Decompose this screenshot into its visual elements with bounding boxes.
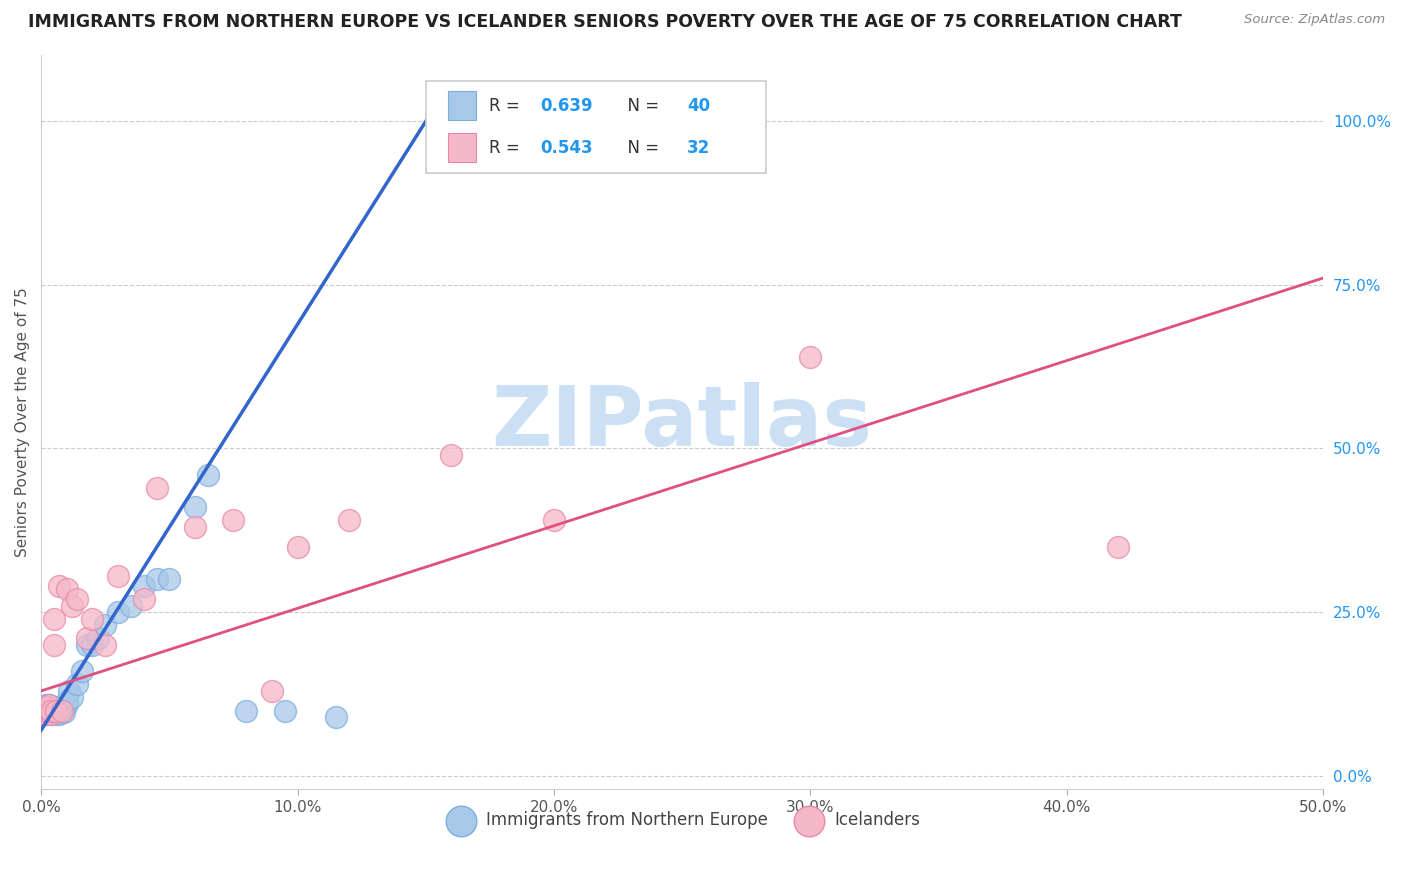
Point (51, 704, 73, 718)
Point (287, 540, 309, 554)
Point (38, 698, 60, 713)
Point (60, 599, 83, 613)
Point (440, 448, 463, 462)
Point (145, 573, 167, 587)
Point (32, 706, 55, 721)
Point (42, 612, 65, 626)
Point (35, 698, 58, 713)
Point (42, 638, 65, 652)
Point (45, 704, 67, 718)
Point (38, 698, 60, 713)
Point (120, 599, 142, 613)
Point (42, 700, 65, 714)
Text: 0.639: 0.639 (540, 96, 592, 114)
Text: R =: R = (489, 96, 524, 114)
Point (157, 573, 180, 587)
Point (35, 706, 58, 721)
Text: 40: 40 (688, 96, 710, 114)
Point (51, 704, 73, 718)
Point (66, 677, 89, 691)
Point (35, 700, 58, 714)
Point (48, 579, 70, 593)
Point (222, 514, 245, 528)
Point (32, 704, 55, 718)
Point (799, 350, 821, 364)
Point (1107, 540, 1129, 554)
Text: N =: N = (617, 96, 664, 114)
Point (145, 481, 167, 495)
Point (70, 665, 93, 679)
Point (58, 684, 80, 698)
Point (55, 697, 77, 711)
Point (132, 579, 155, 593)
Text: ZIPatlas: ZIPatlas (492, 382, 873, 463)
Point (197, 467, 219, 482)
Point (82, 612, 104, 626)
Point (337, 514, 360, 528)
Point (94, 638, 117, 652)
Point (66, 592, 89, 607)
Point (48, 706, 70, 721)
Point (38, 702, 60, 716)
Point (53, 705, 76, 719)
Point (260, 684, 283, 698)
Point (76, 632, 98, 646)
Point (274, 704, 297, 718)
Point (82, 638, 104, 652)
Point (32, 706, 55, 721)
FancyBboxPatch shape (447, 91, 475, 120)
Point (543, 514, 565, 528)
Point (35, 704, 58, 718)
Point (45, 704, 67, 718)
Point (32, 700, 55, 714)
Point (35, 700, 58, 714)
Point (41, 706, 63, 721)
Legend: Immigrants from Northern Europe, Icelanders: Immigrants from Northern Europe, Iceland… (437, 805, 927, 836)
FancyBboxPatch shape (447, 133, 475, 162)
Point (55, 694, 77, 708)
Point (35, 704, 58, 718)
Text: R =: R = (489, 139, 524, 157)
Point (38, 704, 60, 718)
Point (235, 704, 257, 718)
Point (38, 705, 60, 719)
Point (76, 638, 98, 652)
Point (184, 500, 207, 515)
Point (86, 632, 108, 646)
Point (41, 706, 63, 721)
Text: 32: 32 (688, 139, 710, 157)
Point (32, 704, 55, 718)
Point (55, 582, 77, 597)
Point (94, 618, 117, 632)
Point (107, 569, 129, 583)
Point (107, 605, 129, 619)
Point (60, 690, 83, 705)
Point (132, 592, 155, 607)
Point (48, 704, 70, 718)
Point (41, 700, 63, 714)
Point (45, 706, 67, 721)
Text: IMMIGRANTS FROM NORTHERN EUROPE VS ICELANDER SENIORS POVERTY OVER THE AGE OF 75 : IMMIGRANTS FROM NORTHERN EUROPE VS ICELA… (28, 13, 1182, 31)
Point (41, 704, 63, 718)
Point (184, 520, 207, 534)
Point (325, 710, 347, 724)
Point (42, 704, 65, 718)
Text: Source: ZipAtlas.com: Source: ZipAtlas.com (1244, 13, 1385, 27)
Text: 0.543: 0.543 (540, 139, 592, 157)
Y-axis label: Seniors Poverty Over the Age of 75: Seniors Poverty Over the Age of 75 (15, 287, 30, 558)
Point (41, 704, 63, 718)
FancyBboxPatch shape (426, 81, 765, 172)
Text: N =: N = (617, 139, 664, 157)
